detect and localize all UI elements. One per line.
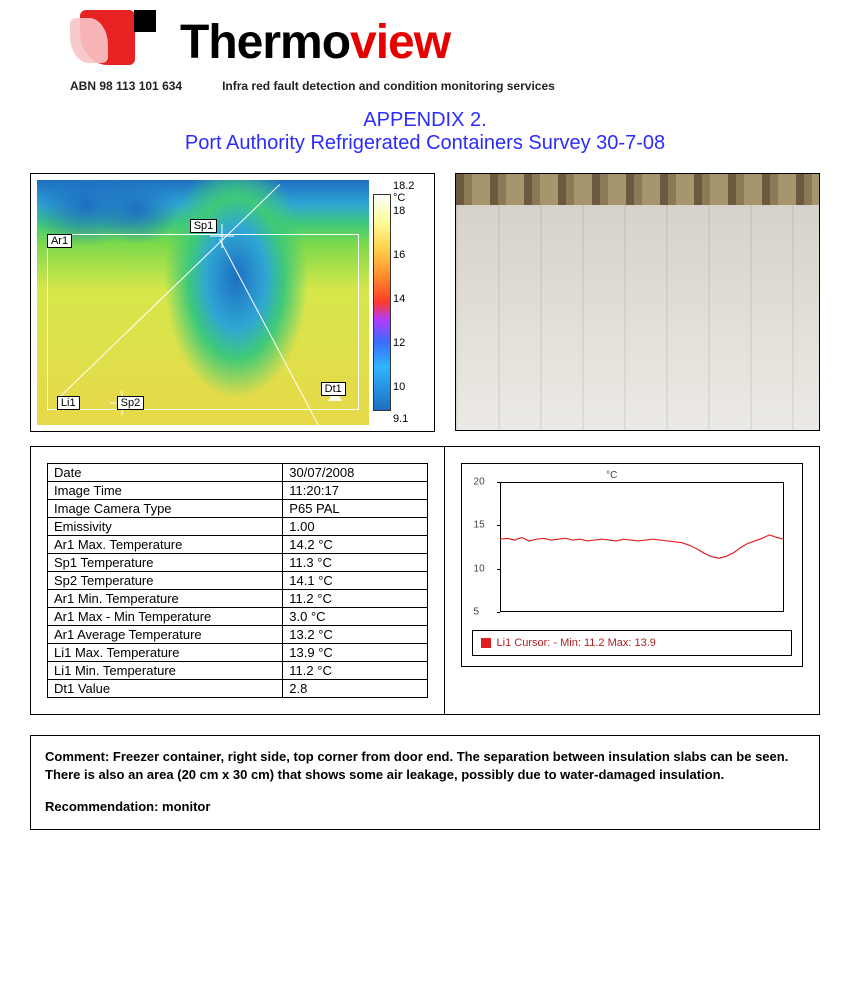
table-row: Emissivity1.00: [48, 518, 428, 536]
brand-logo: [70, 10, 160, 75]
appendix-line1: APPENDIX 2.: [30, 109, 820, 132]
recommendation-text: Recommendation: monitor: [45, 798, 805, 816]
comment-panel: Comment: Freezer container, right side, …: [30, 735, 820, 830]
legend-swatch: [481, 638, 491, 648]
table-row: Li1 Max. Temperature13.9 °C: [48, 644, 428, 662]
brand-part1: Thermo: [180, 16, 350, 69]
subheader: ABN 98 113 101 634 Infra red fault detec…: [30, 75, 820, 103]
scale-bottom-label: 9.1: [393, 413, 408, 425]
table-row: Ar1 Min. Temperature11.2 °C: [48, 590, 428, 608]
appendix-line2: Port Authority Refrigerated Containers S…: [30, 132, 820, 155]
header: Thermoview: [30, 10, 820, 75]
comment-text: Comment: Freezer container, right side, …: [45, 748, 805, 784]
marker-sp1: Sp1: [190, 219, 218, 233]
marker-dt1: Dt1: [321, 382, 346, 396]
scale-top-label: 18.2 °C: [393, 180, 428, 204]
data-table-panel: Date30/07/2008Image Time11:20:17Image Ca…: [31, 447, 445, 714]
marker-sp2: Sp2: [117, 396, 145, 410]
table-row: Dt1 Value2.8: [48, 680, 428, 698]
table-row: Li1 Min. Temperature11.2 °C: [48, 662, 428, 680]
table-row: Ar1 Average Temperature13.2 °C: [48, 626, 428, 644]
appendix-title: APPENDIX 2. Port Authority Refrigerated …: [30, 109, 820, 155]
reference-photo: [455, 173, 820, 431]
brand-part2: view: [350, 16, 450, 69]
table-row: Image Time11:20:17: [48, 482, 428, 500]
abn-text: ABN 98 113 101 634: [70, 79, 182, 93]
table-row: Sp2 Temperature14.1 °C: [48, 572, 428, 590]
marker-ar1: Ar1: [47, 234, 72, 248]
chart-panel: °C 5101520 Li1 Cursor: - Min: 11.2 Max: …: [445, 447, 819, 714]
thermal-color-scale: 18.2 °C 18 16 14 12 10 9.1: [369, 180, 428, 425]
thermal-image-panel: Ar1 Sp1 Li1 Sp2 Dt1 18.2 °C 18 16 14 12 …: [30, 173, 435, 432]
table-row: Ar1 Max - Min Temperature3.0 °C: [48, 608, 428, 626]
chart-legend: Li1 Cursor: - Min: 11.2 Max: 13.9: [472, 630, 792, 656]
thermal-image: Ar1 Sp1 Li1 Sp2 Dt1: [37, 180, 369, 425]
brand-name: Thermoview: [180, 15, 450, 70]
data-table: Date30/07/2008Image Time11:20:17Image Ca…: [47, 463, 428, 698]
table-row: Image Camera TypeP65 PAL: [48, 500, 428, 518]
marker-li1: Li1: [57, 396, 80, 410]
table-row: Ar1 Max. Temperature14.2 °C: [48, 536, 428, 554]
tagline-text: Infra red fault detection and condition …: [222, 79, 555, 93]
line-chart: °C 5101520: [472, 472, 792, 622]
legend-text: Li1 Cursor: - Min: 11.2 Max: 13.9: [497, 637, 656, 649]
table-row: Date30/07/2008: [48, 464, 428, 482]
table-row: Sp1 Temperature11.3 °C: [48, 554, 428, 572]
